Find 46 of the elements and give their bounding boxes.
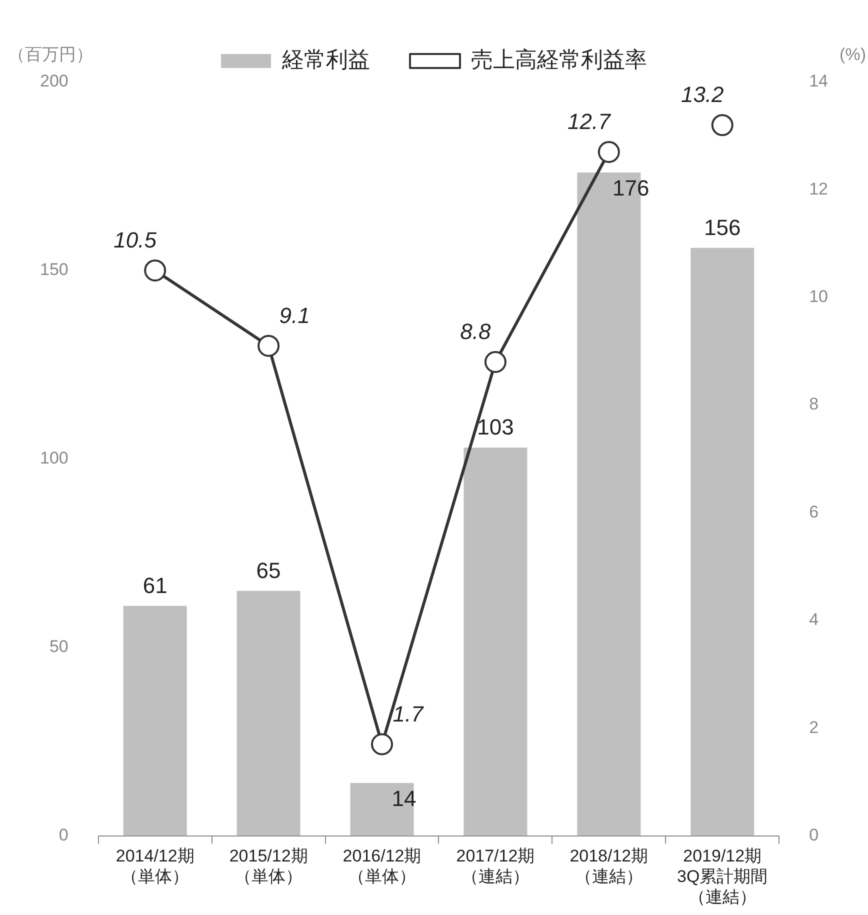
y-tick-label: 200 bbox=[40, 72, 68, 91]
data-label: 65 bbox=[256, 558, 281, 583]
data-label: 61 bbox=[142, 572, 168, 598]
data-label: 9.1 bbox=[279, 302, 310, 328]
data-label: 156 bbox=[704, 214, 741, 240]
y2-tick-label: 2 bbox=[809, 718, 819, 737]
bar bbox=[464, 448, 528, 836]
y2-tick-label: 10 bbox=[809, 287, 828, 306]
x-tick-label: 2017/12期（連結） bbox=[456, 846, 535, 886]
point bbox=[258, 334, 280, 357]
y2-tick-label: 6 bbox=[809, 502, 819, 522]
x-tick-label: 2016/12期（単体） bbox=[342, 846, 422, 886]
bar bbox=[690, 248, 754, 836]
data-label: 14 bbox=[392, 786, 416, 812]
point bbox=[371, 733, 393, 756]
y-axis-title: （百万円） bbox=[8, 45, 93, 64]
x-tick-label: 2018/12期（連結） bbox=[570, 846, 648, 886]
legend-label: 経常利益 bbox=[281, 47, 370, 72]
y2-tick-label: 14 bbox=[809, 72, 828, 91]
data-label: 1.7 bbox=[392, 701, 424, 726]
data-label: 13.2 bbox=[680, 82, 724, 108]
y-tick-label: 100 bbox=[40, 448, 68, 468]
data-label: 12.7 bbox=[567, 109, 612, 134]
x-tick-label: 2015/12期（単体） bbox=[229, 846, 308, 886]
x-tick-label: 2019/12期3Q累計期間（連結） bbox=[677, 846, 768, 906]
legend-label: 売上高経常利益率 bbox=[471, 47, 647, 72]
x-tick-label: 2014/12期（単体） bbox=[116, 846, 194, 886]
point bbox=[598, 140, 620, 163]
data-label: 10.5 bbox=[114, 228, 158, 253]
y-tick-label: 150 bbox=[40, 260, 68, 280]
y2-tick-label: 0 bbox=[809, 825, 819, 844]
point bbox=[144, 259, 166, 282]
data-label: 176 bbox=[612, 176, 650, 201]
y2-axis-title: (%) bbox=[840, 45, 866, 64]
point bbox=[711, 114, 734, 136]
data-label: 8.8 bbox=[460, 319, 492, 344]
data-label: 103 bbox=[477, 414, 514, 440]
y2-tick-label: 8 bbox=[809, 394, 819, 414]
bar bbox=[123, 606, 187, 836]
y2-tick-label: 4 bbox=[809, 610, 819, 630]
bar bbox=[350, 783, 414, 836]
point bbox=[484, 350, 506, 373]
bar bbox=[236, 590, 300, 836]
y-tick-label: 50 bbox=[49, 637, 68, 656]
y2-tick-label: 12 bbox=[809, 179, 828, 198]
y-tick-label: 0 bbox=[58, 825, 68, 844]
